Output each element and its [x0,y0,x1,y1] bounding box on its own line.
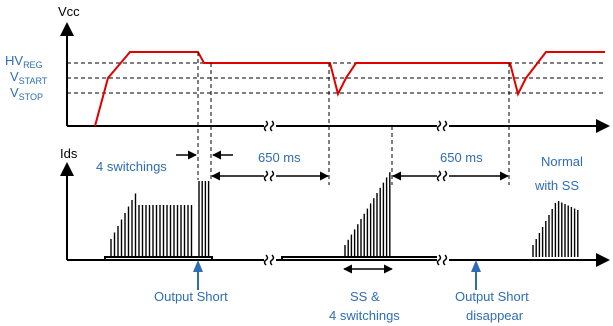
vcc-break-marks [263,120,449,132]
normal-label-line2: with SS [534,178,579,193]
ids-axis [60,162,610,267]
v-start-label: VSTART [10,69,48,86]
short-pulses [198,181,210,257]
startup-pulses [110,193,193,257]
output-short-label: Output Short [154,289,228,304]
ids-break-marks [263,254,449,266]
disappear-label-line2: disappear [466,308,524,323]
v-stop-label: VSTOP [10,85,43,102]
ids-axis-label: Ids [60,146,78,161]
disappear-label-line1: Output Short [455,289,529,304]
vcc-trace [94,51,605,127]
short-disappear-arrow [471,260,481,272]
delay-2-label: 650 ms [440,150,483,165]
hv-reg-label: HVREG [5,53,43,70]
normal-label-line1: Normal [541,154,583,169]
restart-pulses [344,172,391,257]
output-short-arrow [193,260,203,272]
time-markers [197,52,510,185]
delay-1-label: 650 ms [258,150,301,165]
normal-pulses [532,201,579,257]
level-lines [67,62,605,94]
dimension-arrows [176,150,509,274]
ss-label-line2: 4 switchings [329,308,400,323]
event-arrows [193,260,481,290]
delay-break-marks [263,170,449,182]
vcc-axis-label: Vcc [58,4,80,19]
vcc-time-arrowhead [596,119,610,133]
four-switchings-label: 4 switchings [96,159,167,174]
ss-label-line1: SS & [350,289,380,304]
